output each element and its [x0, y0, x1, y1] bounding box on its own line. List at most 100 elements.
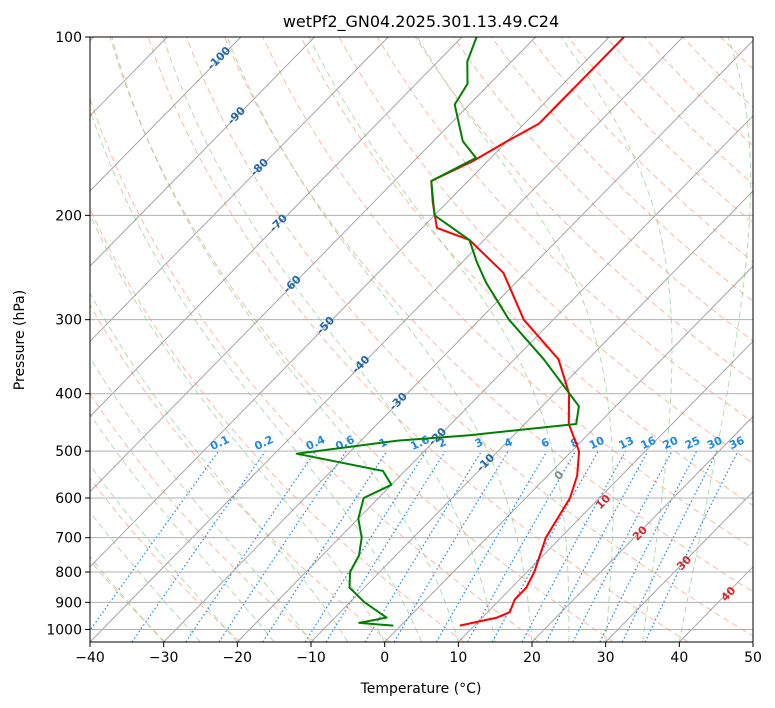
dewpoint-profile — [295, 37, 580, 627]
dry-adiabat-14 — [414, 37, 753, 382]
x-tick-label-50: 50 — [744, 650, 762, 666]
dry-adiabat-12 — [338, 37, 753, 465]
isotherm-m10 — [310, 190, 753, 642]
mixing-ratio-label-16: 30 — [705, 434, 725, 452]
y-tick-label-900: 900 — [55, 595, 82, 611]
isotherm-m80 — [90, 37, 389, 343]
y-tick-label-1000: 1000 — [46, 622, 82, 638]
x-axis: −40 −30 −20 −10 0 10 20 30 40 50 — [75, 642, 762, 666]
dry-adiabat-3 — [90, 303, 390, 642]
moist-adiabat-7 — [90, 108, 422, 642]
mixing-ratio-line-4 — [262, 450, 388, 642]
moist-adiabats — [90, 37, 752, 642]
moist-adiabat-8 — [111, 37, 459, 642]
mixing-ratio-line-9 — [435, 450, 548, 642]
plot-area: 0.1 0.2 0.4 0.6 1 1.6 2 3 4 6 8 10 13 16 20 25 30 36-100-… — [90, 37, 775, 642]
dry-adiabat-5 — [90, 97, 540, 642]
dry-adiabat-11 — [300, 37, 753, 507]
dry-adiabat-15 — [453, 37, 753, 342]
isotherm-m30 — [163, 39, 753, 642]
y-tick-label-400: 400 — [55, 387, 82, 403]
x-tick-label--10: −10 — [296, 650, 326, 666]
mixing-ratio-line-8 — [393, 450, 509, 642]
mixing-ratio-label-13: 16 — [639, 434, 659, 452]
x-axis-label: Temperature (°C) — [360, 681, 482, 697]
isotherm-label-1: -90 — [225, 104, 248, 127]
mixing-ratio-line-10 — [466, 450, 577, 642]
x-tick-label--40: −40 — [75, 650, 105, 666]
moist-adiabat-9 — [162, 37, 496, 642]
y-tick-label-800: 800 — [55, 565, 82, 581]
moist-adiabat-1 — [90, 511, 201, 642]
isotherm-10 — [457, 340, 753, 642]
mixing-ratio-line-1 — [131, 450, 266, 642]
dry-adiabat-7 — [147, 37, 689, 642]
x-tick-label--30: −30 — [149, 650, 179, 666]
dry-adiabat-23 — [759, 37, 775, 642]
moist-adiabat-3 — [90, 413, 275, 642]
dry-adiabat-1 — [90, 477, 241, 642]
mixing-ratio-label-8: 4 — [502, 435, 515, 450]
mixing-ratio-label-3: 0.6 — [333, 433, 356, 453]
moist-adiabat-11 — [308, 37, 570, 642]
isotherm-m70 — [90, 37, 463, 418]
mixing-ratio-label-11: 10 — [587, 434, 607, 452]
isotherm-20 — [531, 415, 753, 642]
profile-series — [295, 37, 625, 627]
mixing-ratio-label-15: 25 — [683, 434, 702, 452]
mixing-ratio-line-16 — [621, 450, 718, 642]
isotherm-m40 — [90, 37, 684, 642]
isotherm-label-2: -80 — [248, 156, 271, 179]
isotherm-m20 — [236, 115, 753, 642]
temperature-profile — [430, 37, 625, 627]
mixing-ratio-line-14 — [572, 450, 673, 642]
dry-adiabat-21 — [682, 37, 753, 109]
moist-adiabat-label-2: 20 — [630, 523, 650, 543]
y-tick-label-100: 100 — [55, 30, 82, 46]
mixing-ratio-label-0: 0.1 — [208, 433, 231, 453]
moist-adiabat-13 — [560, 37, 673, 642]
x-tick-label-20: 20 — [523, 650, 541, 666]
mixing-ratio-label-1: 0.2 — [252, 433, 275, 453]
y-tick-label-500: 500 — [55, 444, 82, 460]
moist-adiabat-2 — [90, 464, 238, 642]
dry-adiabat-16 — [491, 37, 753, 302]
isotherm-m50 — [90, 37, 610, 568]
y-tick-label-200: 200 — [55, 208, 82, 224]
y-tick-label-700: 700 — [55, 531, 82, 547]
dry-adiabat-8 — [185, 37, 753, 637]
isotherm-label-4: -60 — [281, 273, 304, 296]
mixing-ratio-line-7 — [364, 450, 483, 642]
mixing-ratio-line-6 — [325, 450, 446, 642]
x-tick-label--20: −20 — [223, 650, 253, 666]
y-axis: 100 200 300 400 500 600 700 800 900 1000 — [46, 30, 90, 638]
dry-adiabat-10 — [262, 37, 753, 549]
x-tick-label-40: 40 — [670, 650, 688, 666]
isotherm-label-9: -10 — [474, 451, 497, 474]
x-tick-label-30: 30 — [597, 650, 615, 666]
mixing-ratio-label-14: 20 — [661, 434, 681, 452]
mixing-ratio-lines — [90, 450, 739, 642]
isotherm-50 — [752, 641, 753, 642]
y-tick-label-600: 600 — [55, 491, 82, 507]
isotherm-0 — [384, 265, 753, 642]
x-tick-label-0: 0 — [380, 650, 389, 666]
plot-frame — [89, 36, 754, 643]
dry-adiabat-6 — [109, 37, 614, 642]
isotherm-m100 — [90, 37, 242, 192]
mixing-ratio-line-3 — [218, 450, 347, 642]
isotherm-m60 — [90, 37, 536, 493]
x-tick-label-10: 10 — [449, 650, 467, 666]
moist-adiabat-10 — [226, 37, 533, 642]
dry-adiabat-9 — [224, 37, 753, 593]
isotherm-30 — [605, 490, 753, 642]
isobars — [90, 37, 753, 630]
mixing-ratio-label-12: 13 — [617, 434, 636, 452]
moist-adiabat-12 — [416, 37, 614, 642]
moist-adiabat-label-4: 40 — [718, 584, 738, 604]
mixing-ratio-line-13 — [545, 450, 649, 642]
isotherm-40 — [678, 566, 753, 642]
isotherm-m90 — [90, 37, 315, 267]
isotherm-label-5: -50 — [314, 314, 337, 337]
